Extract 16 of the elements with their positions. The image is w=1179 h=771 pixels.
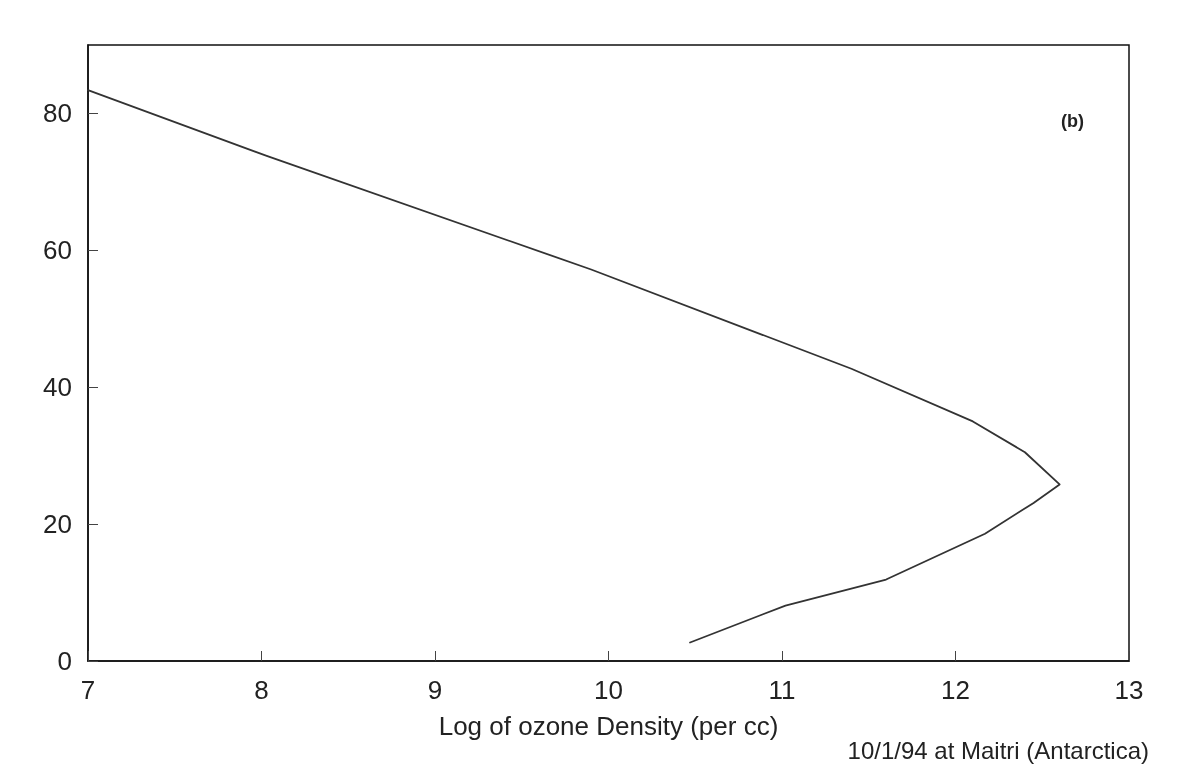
y-tick-label: 80 [43, 98, 72, 129]
annotation: (b) [1061, 111, 1085, 131]
x-tick-label: 13 [1114, 675, 1144, 705]
y-tick-label: 60 [43, 235, 72, 266]
x-tick-label: 9 [427, 675, 443, 705]
y-tick-label: 0 [57, 646, 72, 676]
y-tick-label: 20 [43, 509, 72, 540]
x-axis-title: Log of ozone Density (per cc) [438, 711, 779, 741]
x-tick-label: 10 [594, 675, 623, 705]
line-series [87, 89, 1061, 644]
x-tick-label: 7 [80, 675, 96, 705]
y-tick-label: 40 [43, 372, 72, 403]
text: 10/1/94 at Maitri (Antarctica) [847, 736, 1149, 764]
x-tick-label: 11 [768, 675, 796, 705]
x-tick-label: 12 [941, 675, 970, 705]
x-tick-label: 8 [254, 675, 269, 705]
